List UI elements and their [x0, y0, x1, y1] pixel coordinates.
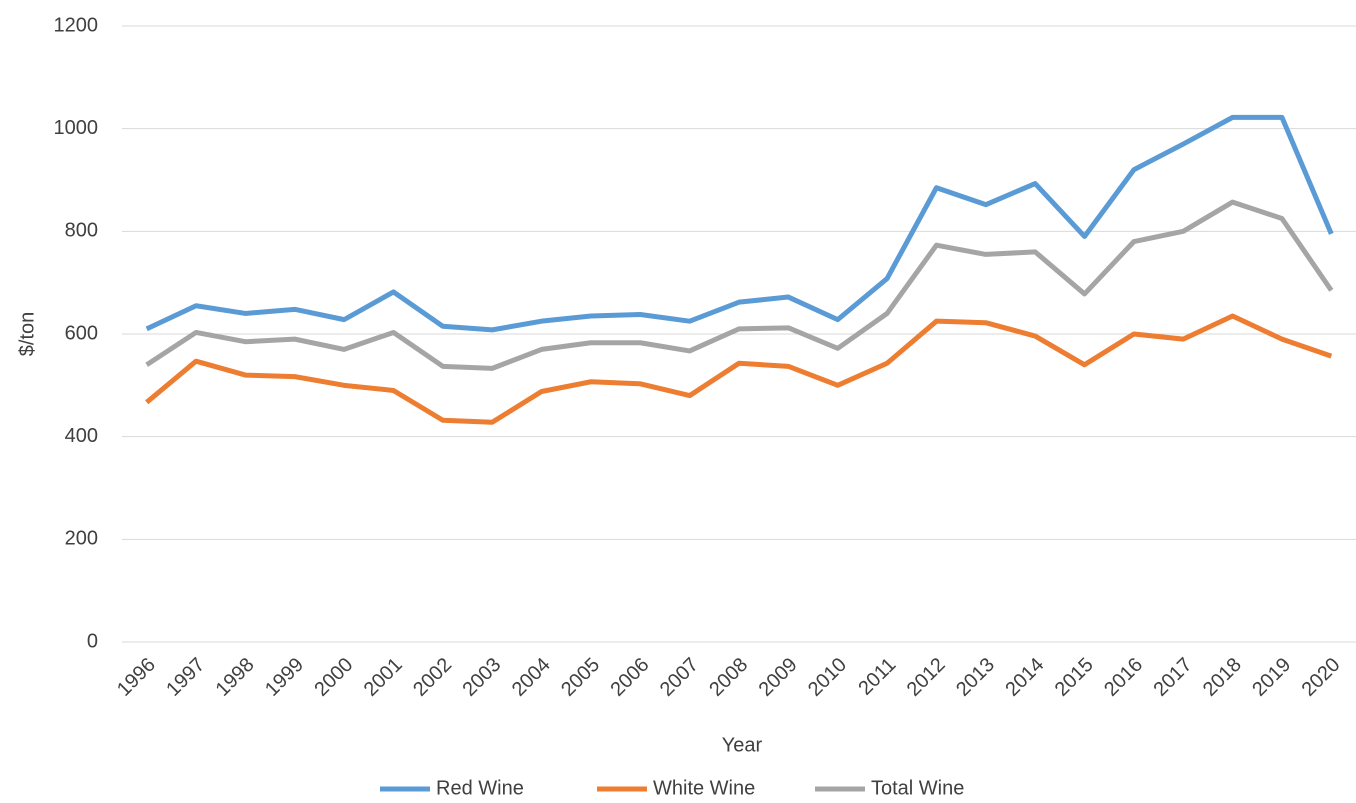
y-tick-label: 600	[65, 322, 98, 344]
x-tick-label: 1996	[113, 654, 160, 701]
x-tick-label: 2004	[508, 654, 555, 701]
y-tick-label: 1000	[54, 117, 99, 139]
x-tick-label: 2010	[804, 654, 851, 701]
x-tick-label: 2009	[755, 654, 802, 701]
legend-label: Red Wine	[436, 777, 524, 799]
y-tick-label: 0	[87, 630, 98, 652]
x-tick-label: 2003	[458, 654, 505, 701]
x-tick-label: 2006	[607, 654, 654, 701]
line-series	[145, 199, 1334, 371]
legend-label: Total Wine	[871, 777, 964, 799]
x-tick-label: 2015	[1051, 654, 1098, 701]
x-tick-label: 2008	[705, 654, 752, 701]
x-tick-label: 2001	[360, 654, 407, 701]
x-tick-label: 2012	[903, 654, 950, 701]
x-tick-label: 2017	[1149, 654, 1196, 701]
x-tick-label: 2018	[1199, 654, 1246, 701]
x-tick-label: 2019	[1248, 654, 1295, 701]
y-tick-label: 400	[65, 425, 98, 447]
x-tick-label: 1997	[162, 654, 209, 701]
line-series	[145, 313, 1333, 425]
x-tick-label: 2002	[409, 654, 456, 701]
x-tick-label: 2005	[557, 654, 604, 701]
x-axis-label: Year	[722, 734, 763, 756]
x-tick-label: 2007	[656, 654, 703, 701]
x-tick-label: 2013	[952, 654, 999, 701]
x-tick-label: 1998	[212, 654, 259, 701]
y-tick-label: 800	[65, 220, 98, 242]
x-tick-label: 1999	[261, 654, 308, 701]
y-tick-label: 1200	[54, 14, 99, 36]
legend-label: White Wine	[653, 777, 755, 799]
x-tick-label: 2011	[854, 654, 900, 700]
x-tick-label: 2014	[1001, 654, 1048, 701]
x-tick-label: 2020	[1298, 654, 1345, 701]
y-axis-label: $/ton	[16, 312, 38, 356]
line-series	[145, 114, 1334, 333]
y-tick-label: 200	[65, 528, 98, 550]
x-tick-label: 2000	[310, 654, 357, 701]
x-tick-label: 2016	[1100, 654, 1147, 701]
